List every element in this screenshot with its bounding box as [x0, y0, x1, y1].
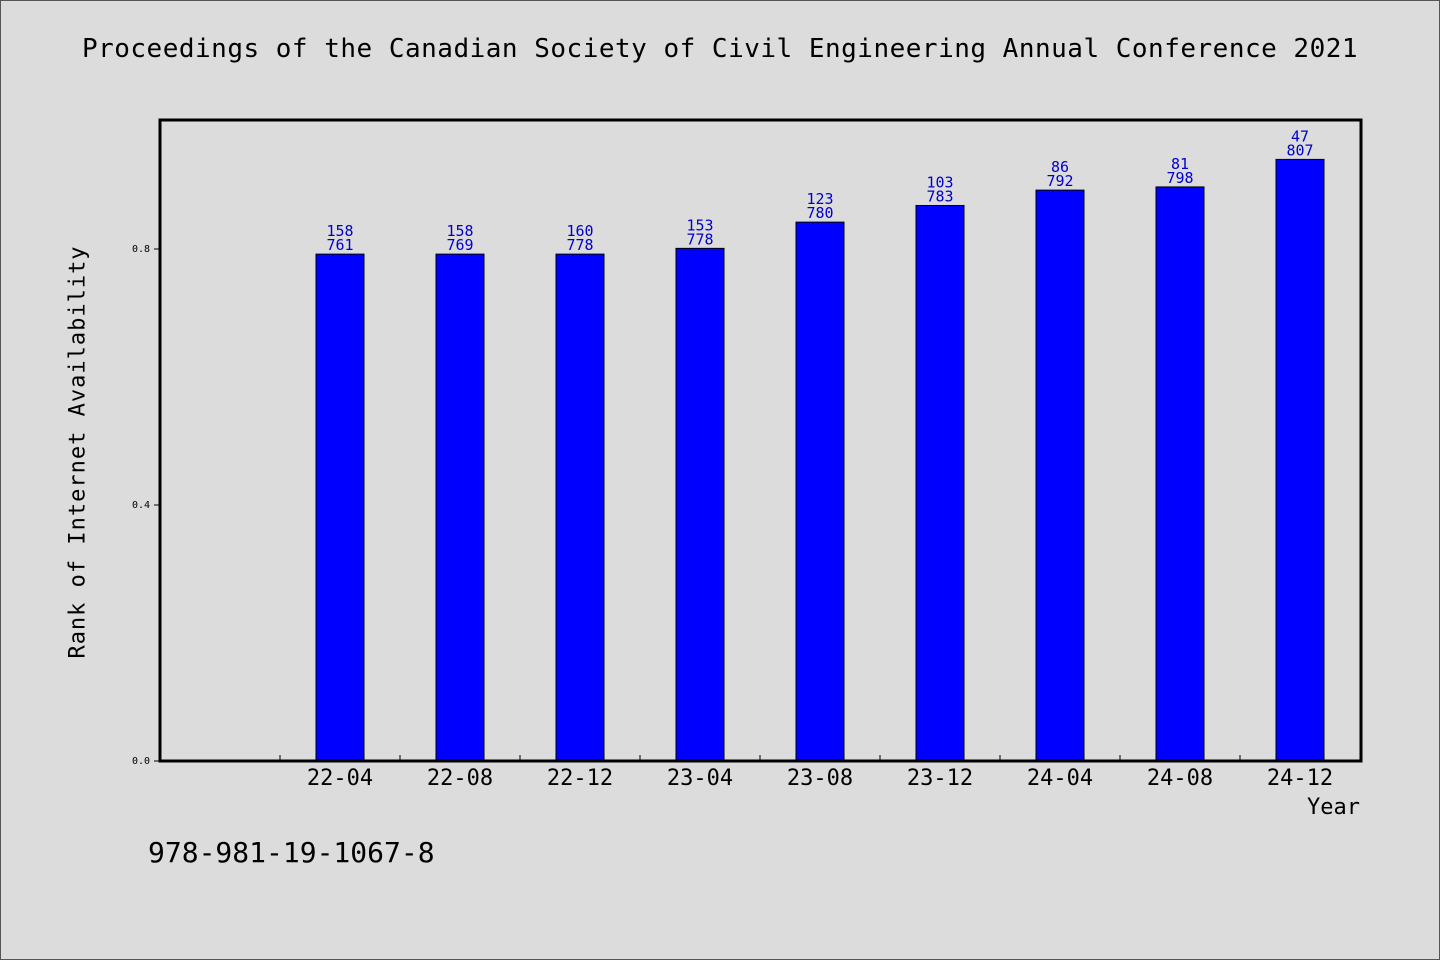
x-tick-label: 22-04: [307, 766, 373, 791]
bar-label-bottom: 778: [566, 236, 593, 254]
chart-title: Proceedings of the Canadian Society of C…: [81, 34, 1359, 64]
bar-label-bottom: 783: [926, 187, 953, 205]
bar-label-bottom: 769: [446, 236, 473, 254]
bar-label-top: 160: [566, 222, 593, 240]
bar-label-bottom: 798: [1166, 169, 1193, 187]
x-tick-label: 23-12: [907, 766, 973, 791]
bar-label-top: 81: [1171, 155, 1189, 173]
bar-label-top: 123: [806, 190, 833, 208]
x-tick-label: 22-08: [427, 766, 493, 791]
x-tick-label: 24-08: [1147, 766, 1213, 791]
bar-label-bottom: 780: [806, 204, 833, 222]
y-tick-label: 0.4: [132, 500, 150, 511]
bar-label-top: 158: [446, 222, 473, 240]
bar: [675, 247, 725, 762]
x-tick-label: 24-12: [1267, 766, 1333, 791]
bars-layer: 1587611587691607781537781237801037838679…: [315, 127, 1325, 762]
bar-label-bottom: 792: [1046, 172, 1073, 190]
y-tick-label: 0.0: [132, 756, 150, 767]
bar: [1035, 189, 1085, 762]
bar: [315, 253, 365, 762]
bar-label-top: 103: [926, 173, 953, 191]
y-tick-label: 0.8: [132, 244, 150, 255]
x-tick-label: 22-12: [547, 766, 613, 791]
bar: [1155, 186, 1205, 762]
bar-label-top: 158: [326, 222, 353, 240]
bar-label-top: 86: [1051, 158, 1069, 176]
bar: [555, 253, 605, 762]
ticks-layer: 0.0 0.4 0.8 22-04 22-08 22-12 23-04 23-08 23-12 2…: [132, 244, 1361, 791]
bar-label-top: 153: [686, 216, 713, 234]
isbn-text: 978-981-19-1067-8: [148, 836, 435, 869]
x-tick-label: 23-04: [667, 766, 733, 791]
bar: [795, 221, 845, 762]
bar-label-top: 47: [1291, 127, 1309, 145]
bar-label-bottom: 807: [1286, 141, 1313, 159]
bar-label-bottom: 778: [686, 230, 713, 248]
bar: [435, 253, 485, 762]
bar: [1275, 158, 1325, 762]
bar-label-bottom: 761: [326, 236, 353, 254]
bar: [915, 204, 965, 762]
x-tick-label: 24-04: [1027, 766, 1093, 791]
x-tick-label: 23-08: [787, 766, 853, 791]
x-axis-label: Year: [1307, 795, 1360, 820]
